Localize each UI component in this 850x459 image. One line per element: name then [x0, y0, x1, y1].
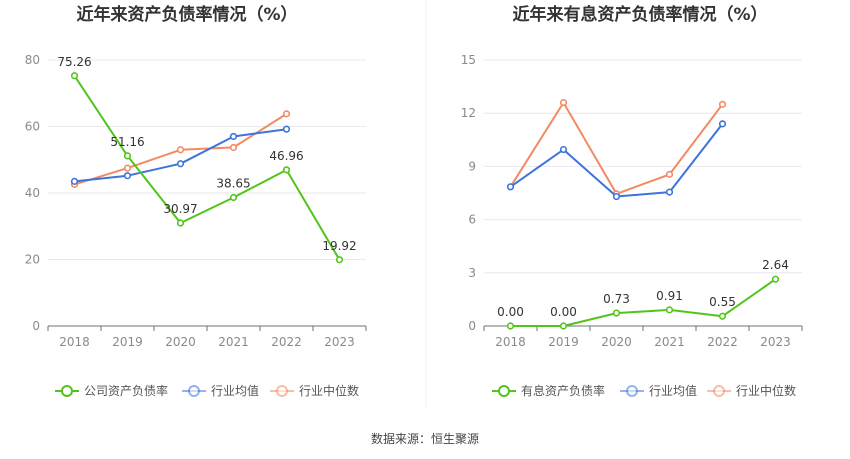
data-point — [229, 193, 238, 202]
legend-item[interactable]: 行业中位数 — [707, 383, 796, 398]
chart-right-legend: 有息资产负债率 行业均值 行业中位数 — [492, 383, 796, 398]
data-label: 46.96 — [269, 149, 303, 163]
data-label: 0.91 — [656, 289, 683, 303]
legend-label: 有息资产负债率 — [521, 383, 605, 398]
x-tick-label: 2021 — [218, 335, 249, 349]
y-tick-label: 15 — [461, 53, 476, 67]
x-tick-label: 2018 — [59, 335, 90, 349]
chart-left: 近年来资产负债率情况（%） 0 20 40 60 80 2018 2019 2020 2021 2… — [25, 4, 367, 398]
data-point — [665, 170, 674, 178]
series-line — [74, 128, 287, 183]
data-label: 38.65 — [216, 176, 250, 190]
legend-label: 行业均值 — [211, 383, 259, 398]
data-point — [559, 145, 568, 154]
data-point — [123, 164, 132, 172]
data-point — [229, 132, 238, 141]
x-tick-label: 2023 — [324, 335, 355, 349]
legend-label: 行业中位数 — [299, 383, 359, 398]
chart-right-plot: 0 3 6 9 12 15 2018 2019 2020 2021 2022 2023 0.00 0.00… — [461, 53, 803, 349]
data-point — [559, 98, 568, 107]
data-label: 2.64 — [762, 258, 789, 272]
y-tick-label: 40 — [25, 186, 40, 200]
data-point — [665, 306, 674, 314]
legend-item[interactable]: 行业均值 — [182, 383, 259, 398]
data-point — [559, 322, 568, 330]
x-tick-label: 2022 — [707, 335, 738, 349]
data-point — [718, 100, 727, 108]
data-point — [612, 309, 621, 317]
legend-swatch-marker — [626, 385, 638, 397]
data-point — [718, 120, 727, 128]
series-line — [509, 101, 724, 195]
series-line — [510, 278, 777, 327]
y-tick-label: 9 — [468, 159, 476, 173]
x-tick-label: 2021 — [654, 335, 685, 349]
chart-left-plot: 0 20 40 60 80 2018 2019 2020 2021 2022 2023 75.26 51… — [25, 53, 367, 349]
x-tick-label: 2023 — [760, 335, 791, 349]
x-tick-label: 2022 — [271, 335, 302, 349]
x-tick-label: 2020 — [601, 335, 632, 349]
data-label: 0.55 — [709, 295, 736, 309]
legend-swatch-marker — [276, 385, 288, 397]
data-point — [282, 125, 291, 133]
y-tick-label: 6 — [468, 213, 476, 227]
data-label: 0.00 — [550, 305, 577, 319]
data-label: 75.26 — [57, 55, 91, 69]
legend-item[interactable]: 行业中位数 — [270, 383, 359, 398]
y-tick-label: 0 — [32, 319, 40, 333]
data-point — [70, 72, 79, 80]
data-source-note: 数据来源：恒生聚源 — [371, 431, 479, 446]
data-label: 0.00 — [497, 305, 524, 319]
y-tick-label: 12 — [461, 106, 476, 120]
y-tick-label: 80 — [25, 53, 40, 67]
data-label: 19.92 — [322, 239, 356, 253]
data-point — [229, 143, 238, 152]
x-tick-label: 2020 — [165, 335, 196, 349]
legend-item[interactable]: 行业均值 — [620, 383, 697, 398]
data-point — [70, 177, 79, 185]
data-point — [176, 219, 185, 227]
legend-swatch-marker — [498, 385, 510, 397]
chart-right-title: 近年来有息资产负债率情况（%） — [512, 4, 767, 25]
data-point — [612, 192, 621, 201]
y-tick-label: 20 — [25, 253, 40, 267]
x-tick-label: 2019 — [548, 335, 579, 349]
legend-label: 行业均值 — [649, 383, 697, 398]
data-label: 30.97 — [163, 202, 197, 216]
legend-item[interactable]: 公司资产负债率 — [55, 383, 168, 398]
x-tick-label: 2019 — [112, 335, 143, 349]
data-point — [282, 110, 291, 118]
series-line — [73, 75, 341, 261]
y-tick-label: 60 — [25, 120, 40, 134]
data-point — [123, 172, 132, 180]
data-point — [282, 166, 291, 174]
y-tick-label: 3 — [468, 266, 476, 280]
data-label: 0.73 — [603, 292, 630, 306]
data-point — [506, 322, 515, 330]
legend-label: 行业中位数 — [736, 383, 796, 398]
legend-label: 公司资产负债率 — [84, 383, 168, 398]
data-point — [335, 256, 344, 264]
chart-left-title: 近年来资产负债率情况（%） — [76, 4, 297, 25]
data-point — [718, 312, 727, 320]
data-point — [176, 160, 185, 168]
legend-item[interactable]: 有息资产负债率 — [492, 383, 605, 398]
data-point — [123, 152, 132, 160]
chart-left-legend: 公司资产负债率 行业均值 行业中位数 — [55, 383, 359, 398]
data-point — [771, 275, 780, 283]
data-point — [506, 183, 515, 191]
legend-swatch-marker — [61, 385, 73, 397]
x-tick-label: 2018 — [495, 335, 526, 349]
data-label: 51.16 — [110, 135, 144, 149]
legend-swatch-marker — [188, 385, 200, 397]
y-tick-label: 0 — [468, 319, 476, 333]
data-point — [176, 146, 185, 154]
legend-swatch-marker — [713, 385, 725, 397]
data-point — [665, 188, 674, 196]
chart-right: 近年来有息资产负债率情况（%） 0 3 6 9 12 15 2018 2019 2020 2021… — [461, 4, 803, 398]
